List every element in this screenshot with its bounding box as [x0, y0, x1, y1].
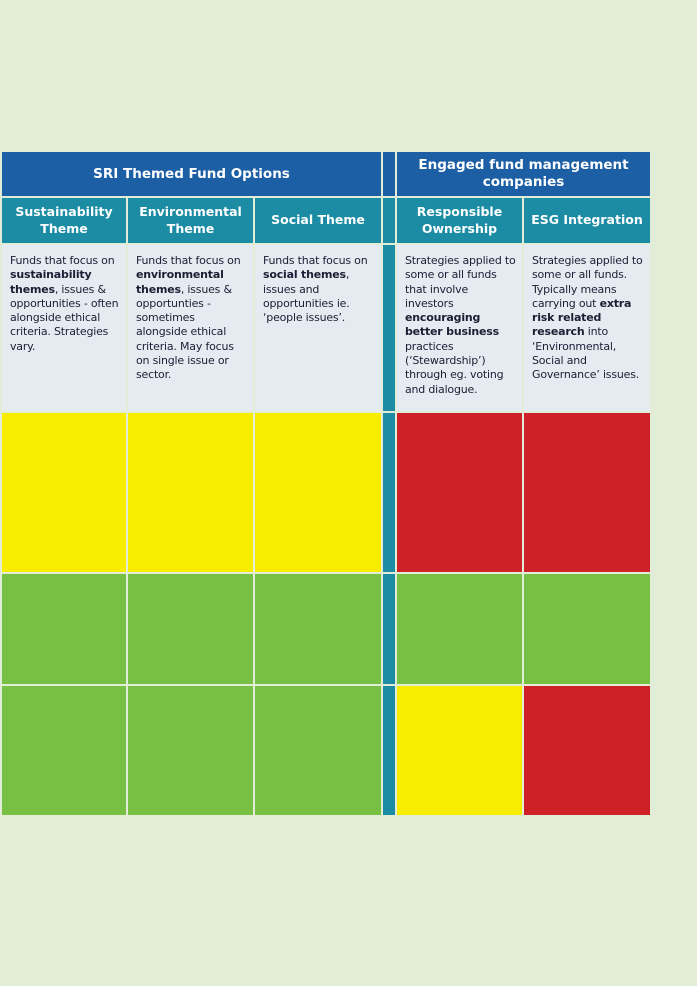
- section-divider: [383, 245, 395, 411]
- rating-cell: [2, 413, 126, 572]
- rating-cell: [128, 574, 253, 684]
- section-divider: [383, 574, 395, 684]
- rating-cell: [397, 413, 522, 572]
- description-environmental-theme: Funds that focus on environmental themes…: [128, 245, 253, 411]
- column-header-environmental-theme: Environmental Theme: [128, 198, 253, 243]
- column-header-esg-integration: ESG Integration: [524, 198, 650, 243]
- rating-cell: [2, 574, 126, 684]
- section-divider: [383, 413, 395, 572]
- section-divider: [383, 152, 395, 196]
- rating-cell: [255, 413, 381, 572]
- rating-cell: [2, 686, 126, 815]
- description-sustainability-theme: Funds that focus on sustainability theme…: [2, 245, 126, 411]
- column-header-social-theme: Social Theme: [255, 198, 381, 243]
- column-header-responsible-ownership: Responsible Ownership: [397, 198, 522, 243]
- rating-cell: [524, 413, 650, 572]
- rating-cell: [524, 686, 650, 815]
- rating-cell: [524, 574, 650, 684]
- rating-cell: [128, 413, 253, 572]
- rating-cell: [255, 574, 381, 684]
- section-divider: [383, 686, 395, 815]
- group-header-engaged-fund-management: Engaged fund management companies: [397, 152, 650, 196]
- group-header-sri-themed-fund-options: SRI Themed Fund Options: [2, 152, 381, 196]
- description-responsible-ownership: Strategies applied to some or all funds …: [397, 245, 522, 411]
- rating-cell: [397, 574, 522, 684]
- column-header-sustainability-theme: Sustainability Theme: [2, 198, 126, 243]
- section-divider: [383, 198, 395, 243]
- description-esg-integration: Strategies applied to some or all funds.…: [524, 245, 650, 411]
- rating-cell: [255, 686, 381, 815]
- sri-fund-comparison-table: SRI Themed Fund Options Engaged fund man…: [2, 152, 650, 815]
- rating-cell: [397, 686, 522, 815]
- rating-cell: [128, 686, 253, 815]
- description-social-theme: Funds that focus on social themes, issue…: [255, 245, 381, 411]
